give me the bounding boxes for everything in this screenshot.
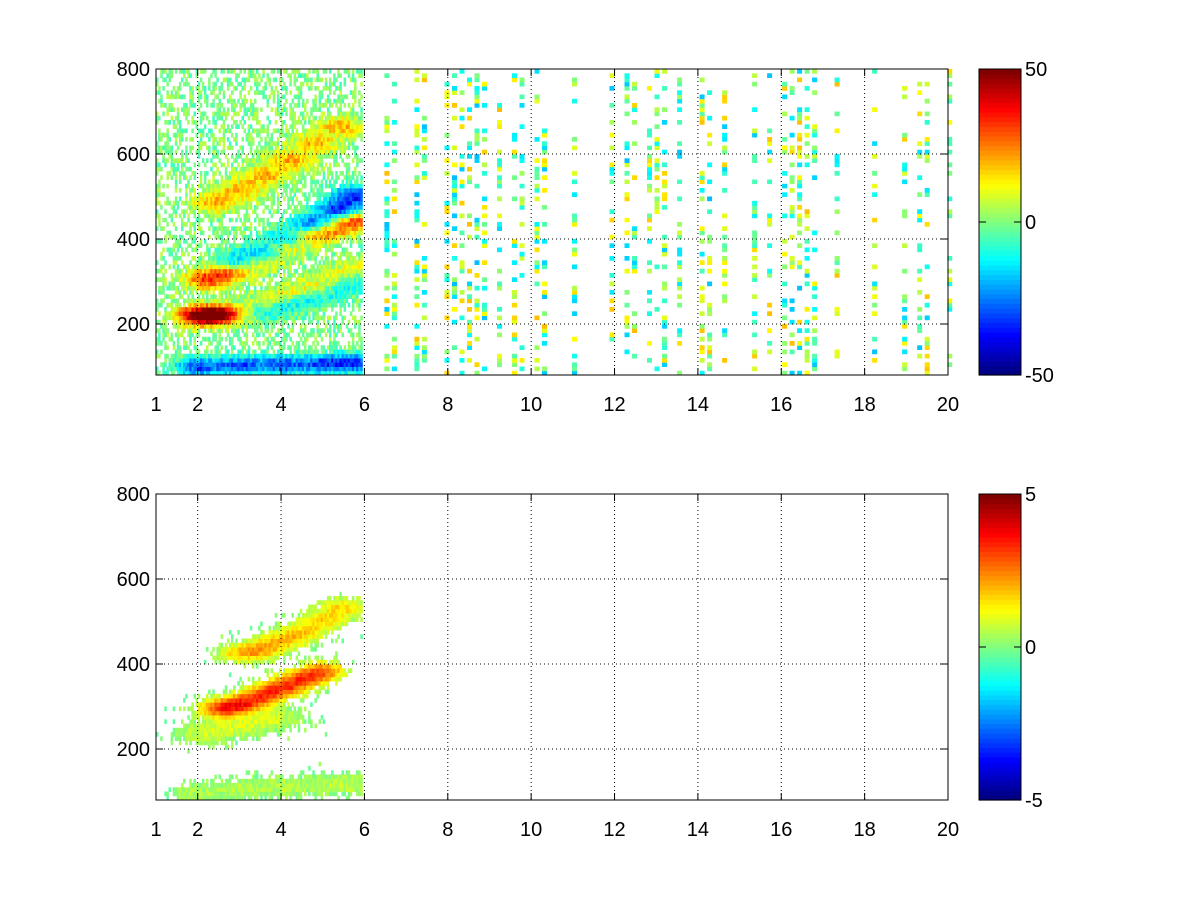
x-tick-label: 20 xyxy=(937,819,959,841)
axes-box xyxy=(155,493,949,801)
x-tick-label: 1 xyxy=(150,394,161,416)
y-tick-label: 200 xyxy=(117,739,150,761)
colorbar-tick-label: 0 xyxy=(1025,212,1036,234)
heatmap-field xyxy=(156,591,363,801)
x-tick-label: 8 xyxy=(442,819,453,841)
colorbar-tick-label: -50 xyxy=(1025,365,1054,387)
colorbar-tick-label: 5 xyxy=(1025,484,1036,506)
x-tick-label: 12 xyxy=(603,394,625,416)
x-tick-label: 8 xyxy=(442,394,453,416)
y-tick-label: 400 xyxy=(117,229,150,251)
axes-box xyxy=(155,68,949,376)
x-tick-label: 10 xyxy=(520,394,542,416)
y-tick-label: 800 xyxy=(117,59,150,81)
x-tick-label: 4 xyxy=(275,819,286,841)
x-tick-label: 14 xyxy=(687,394,709,416)
x-tick-label: 6 xyxy=(359,819,370,841)
colorbar: -5 0 5 xyxy=(978,484,1043,812)
heatmap-field xyxy=(156,69,953,376)
x-tick-label: 10 xyxy=(520,819,542,841)
grid xyxy=(156,493,948,800)
x-tick-label: 14 xyxy=(687,819,709,841)
x-tick-label: 12 xyxy=(603,819,625,841)
x-tick-label: 18 xyxy=(854,819,876,841)
x-tick-label: 16 xyxy=(770,394,792,416)
colorbar-tick-label: -5 xyxy=(1025,790,1043,812)
colorbar-tick-label: 50 xyxy=(1025,59,1047,81)
x-tick-label: 4 xyxy=(275,394,286,416)
y-tick-label: 800 xyxy=(117,484,150,506)
y-tick-label: 600 xyxy=(117,569,150,591)
y-tick-label: 200 xyxy=(117,314,150,336)
colorbar-tick-label: 0 xyxy=(1025,637,1036,659)
x-tick-label: 2 xyxy=(192,394,203,416)
x-tick-label: 18 xyxy=(854,394,876,416)
x-tick-label: 2 xyxy=(192,819,203,841)
x-tick-label: 6 xyxy=(359,394,370,416)
x-tick-label: 16 xyxy=(770,819,792,841)
colorbar: -50 0 50 xyxy=(978,59,1054,387)
x-tick-label: 1 xyxy=(150,819,161,841)
x-tick-label: 20 xyxy=(937,394,959,416)
y-tick-label: 400 xyxy=(117,654,150,676)
y-tick-label: 600 xyxy=(117,144,150,166)
